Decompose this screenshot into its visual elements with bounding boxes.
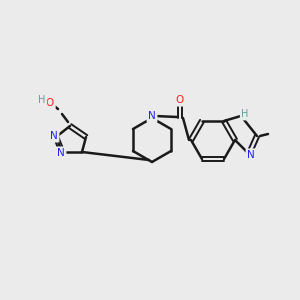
Text: N: N	[57, 148, 65, 158]
Text: H: H	[38, 95, 46, 105]
Text: O: O	[46, 98, 54, 108]
Text: N: N	[148, 111, 156, 121]
Text: N: N	[247, 150, 255, 160]
Text: O: O	[176, 95, 184, 105]
Text: N: N	[50, 131, 58, 141]
Text: H: H	[241, 109, 249, 119]
